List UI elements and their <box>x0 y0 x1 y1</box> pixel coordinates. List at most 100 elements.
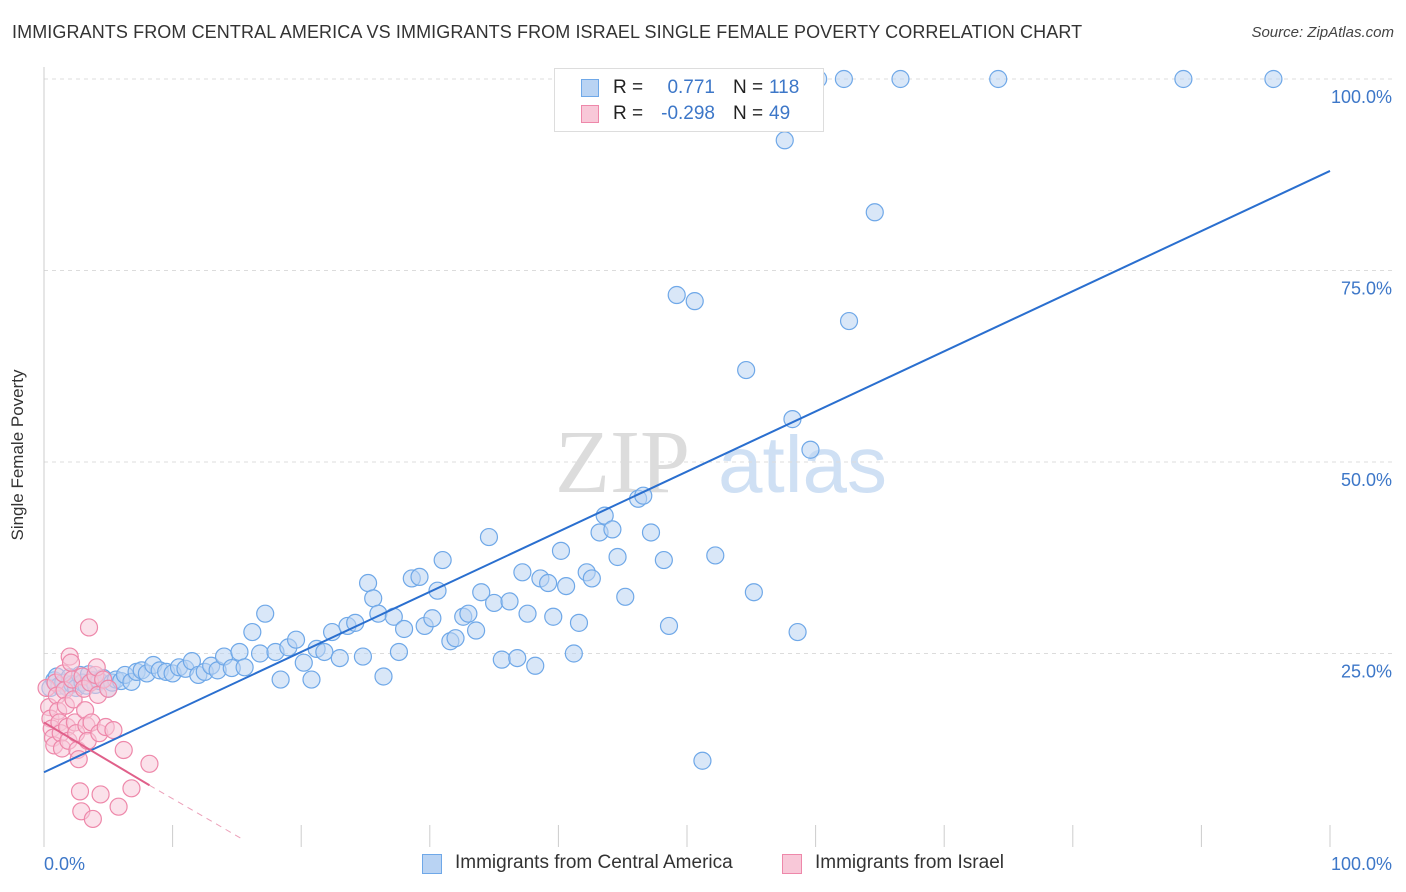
point-central-america <box>235 658 254 677</box>
point-central-america <box>744 583 763 602</box>
point-central-america <box>230 642 249 662</box>
point-central-america <box>250 644 270 663</box>
point-central-america <box>788 622 807 642</box>
point-central-america <box>603 520 622 539</box>
stats-r-label: R = <box>613 103 644 124</box>
point-central-america <box>472 583 491 602</box>
legend-label: Immigrants from Central America <box>455 852 733 873</box>
point-central-america <box>539 573 558 593</box>
stats-r-label: R = <box>613 77 644 98</box>
point-central-america <box>616 587 635 606</box>
point-central-america <box>564 644 583 663</box>
point-israel <box>83 809 102 829</box>
point-central-america <box>459 604 478 623</box>
legend-swatch-central-america <box>422 854 442 874</box>
point-central-america <box>608 547 627 567</box>
point-israel <box>79 618 99 637</box>
point-central-america <box>654 550 673 570</box>
point-central-america <box>410 567 429 587</box>
trend-line-central-america <box>43 170 1331 774</box>
stats-r-value: -0.298 <box>661 103 715 124</box>
y-tick-label: 75.0% <box>1341 279 1392 299</box>
stats-r-value: 0.771 <box>667 77 715 98</box>
point-central-america <box>989 69 1008 89</box>
point-central-america <box>364 589 383 608</box>
source-credit: Source: ZipAtlas.com <box>1251 24 1394 41</box>
point-central-america <box>508 648 527 668</box>
point-central-america <box>839 311 859 331</box>
point-central-america <box>394 619 414 639</box>
stats-n-label: N = <box>733 77 764 98</box>
point-central-america <box>358 573 378 593</box>
point-central-america <box>315 642 334 662</box>
stats-swatch-israel <box>581 105 599 123</box>
point-central-america <box>569 613 589 632</box>
point-israel <box>140 754 159 773</box>
stats-row-israel: R = -0.298 N = 49 <box>555 101 823 127</box>
chart-title: IMMIGRANTS FROM CENTRAL AMERICA VS IMMIG… <box>12 22 1083 42</box>
point-central-america <box>834 69 853 89</box>
point-central-america <box>557 576 576 596</box>
point-central-america <box>485 593 504 613</box>
trend-extension-israel <box>149 784 245 841</box>
point-central-america <box>271 670 290 689</box>
trend-lines <box>43 170 1331 841</box>
point-central-america <box>801 440 820 459</box>
point-central-america <box>500 592 519 611</box>
point-central-america <box>693 751 712 770</box>
point-central-america <box>526 656 545 675</box>
point-central-america <box>256 604 275 623</box>
point-central-america <box>685 292 704 311</box>
point-central-america <box>513 563 532 582</box>
tick-labels: 25.0% 50.0% 75.0% 100.0% 0.0% 100.0% <box>44 87 1392 874</box>
point-central-america <box>891 69 910 89</box>
point-central-america <box>706 546 725 565</box>
point-central-america <box>330 648 349 668</box>
point-central-america <box>479 527 499 547</box>
y-tick-label: 25.0% <box>1341 662 1392 682</box>
point-israel <box>104 720 123 740</box>
point-central-america <box>243 622 262 642</box>
point-central-america <box>492 650 511 669</box>
point-israel <box>61 653 81 672</box>
point-central-america <box>389 642 409 662</box>
point-central-america <box>294 653 313 672</box>
point-central-america <box>286 630 306 649</box>
point-central-america <box>582 569 601 588</box>
point-central-america <box>865 203 884 222</box>
stats-n-value: 118 <box>769 77 800 98</box>
stats-box: R = 0.771 N = 118 R = -0.298 N = 49 <box>554 68 824 132</box>
point-central-america <box>302 670 321 689</box>
stats-row-central-america: R = 0.771 N = 118 <box>555 75 823 101</box>
point-central-america <box>433 550 452 570</box>
y-tick-label: 50.0% <box>1341 470 1392 490</box>
point-central-america <box>1264 69 1283 89</box>
point-israel <box>109 797 128 816</box>
point-central-america <box>544 607 563 626</box>
point-israel <box>114 740 133 760</box>
point-israel <box>122 779 141 798</box>
point-central-america <box>446 629 465 648</box>
gridlines <box>44 78 1392 654</box>
legend-swatch-israel <box>782 854 802 874</box>
point-central-america <box>518 604 537 623</box>
point-central-america <box>775 131 794 150</box>
point-central-america <box>1174 69 1193 89</box>
point-central-america <box>353 647 373 666</box>
point-central-america <box>641 523 661 542</box>
x-tick-label: 0.0% <box>44 854 85 874</box>
watermark-atlas: atlas <box>718 420 887 509</box>
point-israel <box>70 782 90 801</box>
x-tick-label: 100.0% <box>1331 854 1392 874</box>
point-central-america <box>551 541 571 560</box>
point-central-america <box>423 609 442 628</box>
stats-n-value: 49 <box>769 103 791 124</box>
point-central-america <box>466 621 486 640</box>
data-points <box>37 69 1283 829</box>
point-israel <box>91 785 110 804</box>
legend-label: Immigrants from Israel <box>815 852 1004 873</box>
point-central-america <box>659 616 679 636</box>
point-central-america <box>737 360 756 380</box>
point-central-america <box>374 667 393 686</box>
